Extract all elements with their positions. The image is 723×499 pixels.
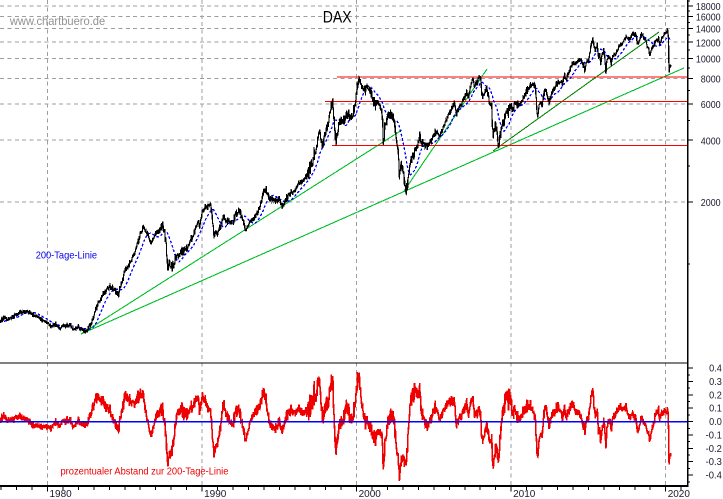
- svg-text:12000: 12000: [696, 37, 721, 49]
- svg-text:www.chartbuero.de: www.chartbuero.de: [9, 14, 106, 28]
- svg-text:200-Tage-Linie: 200-Tage-Linie: [36, 250, 98, 262]
- svg-text:2010: 2010: [513, 489, 536, 499]
- svg-text:0.3: 0.3: [709, 377, 722, 388]
- svg-text:0.4: 0.4: [709, 364, 722, 375]
- svg-text:2000: 2000: [701, 197, 721, 209]
- svg-text:1990: 1990: [204, 489, 227, 499]
- svg-text:18000: 18000: [696, 1, 721, 13]
- svg-text:DAX: DAX: [323, 8, 352, 26]
- svg-text:-0.1: -0.1: [706, 431, 723, 442]
- svg-text:-0.4: -0.4: [706, 471, 723, 482]
- svg-text:8000: 8000: [701, 74, 721, 86]
- svg-text:6000: 6000: [701, 99, 721, 111]
- svg-text:16000: 16000: [696, 12, 721, 24]
- svg-text:10000: 10000: [696, 54, 721, 66]
- svg-text:1980: 1980: [50, 489, 73, 499]
- svg-text:2000: 2000: [359, 489, 382, 499]
- svg-text:14000: 14000: [696, 24, 721, 36]
- svg-text:prozentualer Abstand zur 200-T: prozentualer Abstand zur 200-Tage-Linie: [61, 466, 229, 477]
- svg-text:0.1: 0.1: [709, 404, 722, 415]
- svg-text:0.2: 0.2: [709, 390, 722, 401]
- svg-text:0.0: 0.0: [709, 417, 722, 428]
- svg-text:-0.3: -0.3: [706, 457, 723, 468]
- svg-text:4000: 4000: [701, 135, 721, 147]
- svg-text:-0.2: -0.2: [706, 444, 723, 455]
- svg-text:2020: 2020: [668, 489, 691, 499]
